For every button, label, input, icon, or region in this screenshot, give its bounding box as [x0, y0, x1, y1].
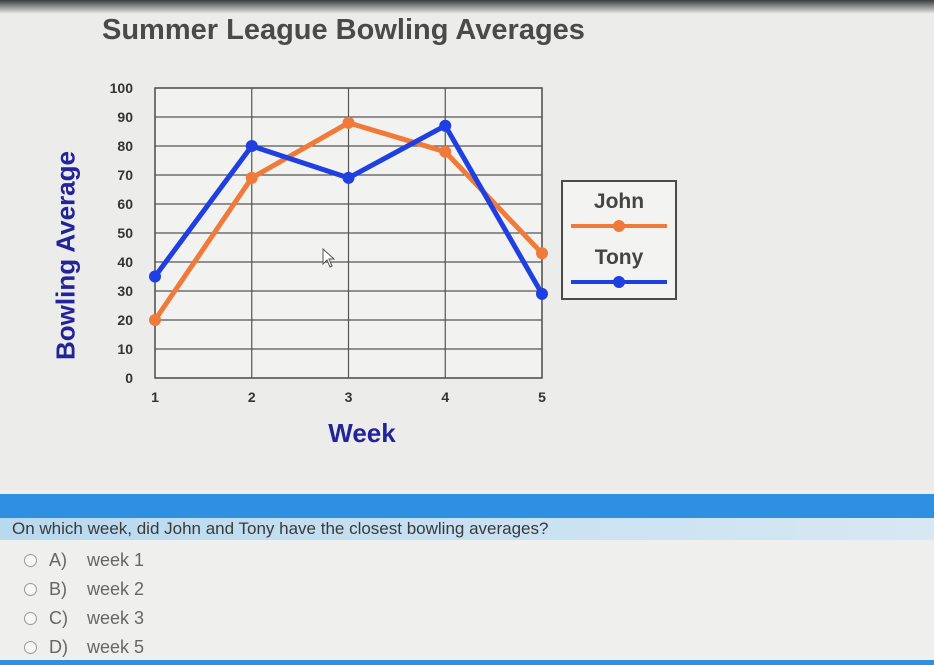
y-tick-label: 100 — [110, 80, 134, 96]
line-chart: 0 10 20 30 40 50 60 70 80 90 100 1 2 3 4 5 — [110, 80, 548, 405]
option-b[interactable]: B) week 2 — [24, 577, 144, 601]
y-tick-label: 30 — [117, 283, 133, 299]
question-panel: On which week, did John and Tony have th… — [0, 490, 934, 665]
legend-entry-tony: Tony — [563, 246, 675, 288]
x-tick-label: 5 — [538, 389, 546, 405]
y-tick-label: 90 — [117, 109, 133, 125]
x-axis-label: Week — [328, 418, 396, 448]
option-label: week 1 — [87, 549, 145, 570]
data-point-john — [149, 314, 161, 326]
option-label: week 5 — [87, 636, 145, 657]
top-shadow — [0, 0, 934, 14]
y-tick-label: 10 — [117, 341, 133, 357]
option-letter: A) — [49, 549, 67, 570]
x-tick-label: 1 — [151, 389, 159, 405]
question-text: On which week, did John and Tony have th… — [0, 518, 934, 540]
y-tick-label: 40 — [117, 254, 133, 270]
x-tick-label: 2 — [248, 389, 256, 405]
legend-entry-john: John — [563, 190, 675, 232]
data-point-tony — [149, 270, 161, 283]
option-d[interactable]: D) week 5 — [24, 635, 144, 659]
x-tick-label: 3 — [345, 389, 353, 405]
data-point-john — [439, 145, 452, 158]
radio-icon[interactable] — [24, 582, 37, 596]
legend-swatch — [571, 220, 667, 232]
radio-icon[interactable] — [24, 640, 37, 654]
option-a[interactable]: A) week 1 — [24, 548, 144, 572]
radio-icon[interactable] — [24, 611, 37, 625]
option-label: week 3 — [87, 607, 145, 628]
y-tick-label: 70 — [117, 167, 133, 183]
legend-swatch — [571, 276, 667, 288]
mouse-cursor-icon — [322, 247, 336, 268]
legend-label: Tony — [594, 246, 644, 269]
x-tick-label: 4 — [441, 389, 449, 405]
footer-band — [0, 660, 934, 665]
data-point-john — [245, 171, 258, 184]
radio-icon[interactable] — [24, 553, 37, 567]
y-tick-label: 80 — [117, 138, 133, 154]
option-letter: B) — [49, 578, 67, 599]
data-point-john — [342, 116, 355, 129]
option-letter: D) — [49, 636, 68, 657]
y-tick-label: 50 — [117, 225, 133, 241]
data-point-tony — [439, 119, 452, 132]
y-tick-label: 0 — [125, 370, 133, 386]
data-point-tony — [245, 140, 258, 152]
option-c[interactable]: C) week 3 — [24, 606, 144, 630]
chart-legend: John Tony — [561, 180, 677, 300]
data-point-tony — [342, 171, 355, 184]
data-point-john — [536, 247, 548, 260]
y-tick-label: 20 — [117, 312, 133, 328]
y-tick-label: 60 — [117, 196, 133, 212]
question-header-band — [0, 494, 934, 518]
legend-label: John — [593, 190, 645, 213]
option-label: week 2 — [87, 578, 145, 599]
data-point-tony — [536, 287, 548, 300]
option-letter: C) — [49, 607, 68, 628]
chart-title: Summer League Bowling Averages — [102, 14, 585, 46]
